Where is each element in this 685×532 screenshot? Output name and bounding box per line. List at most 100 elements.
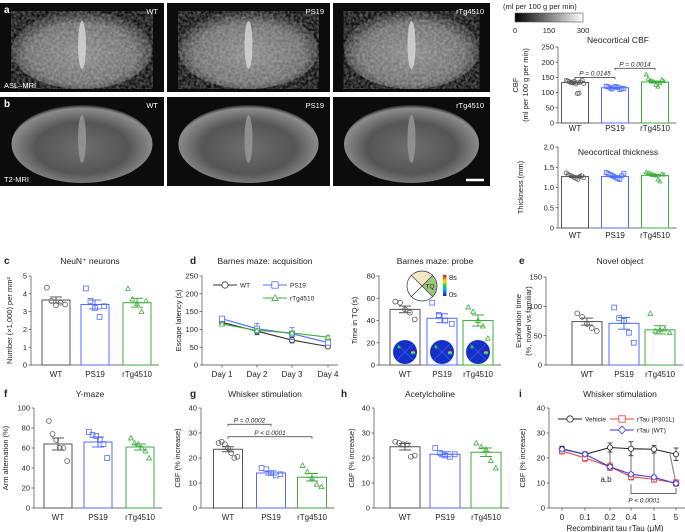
data-point-circle [411, 316, 418, 323]
heatmap-hotspot [447, 350, 453, 356]
data-point-circle [593, 328, 600, 334]
bar [644, 329, 676, 366]
y-tick-label: 20 [189, 454, 197, 463]
y-tick-label: 60 [22, 444, 30, 453]
data-point-circle [581, 175, 587, 181]
chart-title: Whisker stimulation [228, 389, 302, 399]
x-tick-label: Day 4 [318, 370, 339, 379]
legend-label: Vehicle [585, 416, 606, 423]
bar [43, 443, 73, 509]
y-tick-label: 10 [362, 479, 370, 488]
bar [561, 176, 589, 229]
bar [256, 472, 286, 509]
y-axis-label: CBF (% increase) [347, 428, 356, 488]
x-tick-label: Day 1 [212, 370, 233, 379]
y-tick-label: 50 [546, 103, 554, 112]
y-tick-label: 30 [537, 429, 545, 438]
series-line [561, 450, 677, 484]
mri-image-rTg4510: rTg4510 [333, 3, 490, 92]
x-tick-label: Day 2 [247, 370, 268, 379]
modality-label: T2-MRI [4, 175, 29, 184]
bar-group-rTg4510 [641, 71, 669, 124]
y-tick-label: 0 [538, 361, 542, 370]
bar-group-rTg4510 [122, 285, 152, 366]
x-tick-label: rTg4510 [640, 124, 670, 133]
data-point-circle [62, 301, 68, 308]
y-tick-label: 150 [185, 307, 198, 316]
genotype-label: rTg4510 [456, 7, 484, 16]
legend-label: rTau (P301L) [637, 416, 675, 423]
y-tick-label: 0 [371, 361, 375, 370]
x-tick-label: WT [569, 124, 582, 133]
y-tick-label: 250 [541, 43, 554, 52]
chart-title: Acetylcholine [405, 389, 455, 399]
x-tick-label: PS19 [88, 513, 108, 522]
heatmap-divider [396, 343, 414, 361]
mri-panels: WT PS19 rTg4510 a ASL–MRI WT PS19 rTg4510 b T2-MR… [0, 2, 589, 186]
legend-item-vehicle: Vehicle [558, 415, 606, 423]
x-tick-label: WT [569, 231, 582, 240]
data-point-square [611, 304, 618, 311]
chart-probe: Barnes maze: probe 0 20 40 60 80 Time in TQ (s… [350, 256, 501, 379]
chart-title: Y-maze [76, 389, 105, 399]
data-point-triangle [661, 171, 667, 177]
data-point-triangle [470, 308, 477, 314]
data-point-circle [397, 299, 403, 306]
panel-letter: f [4, 389, 8, 400]
x-tick-label: 1 [652, 513, 657, 522]
midline [407, 115, 416, 163]
chart-acquisition: d Barnes maze: acquisition 0 50 100 150 200 250… [174, 256, 339, 379]
data-point-triangle [655, 176, 661, 182]
mri-row-a: WT PS19 rTg4510 a ASL–MRI [0, 3, 490, 92]
x-tick-label: PS19 [435, 513, 455, 522]
mri-image-rTg4510: rTg4510 [333, 97, 490, 186]
bar [41, 299, 71, 366]
y-tick-label: 10 [189, 479, 197, 488]
chart-title: Novel object [597, 256, 644, 266]
y-axis-label: Arm alternation (%) [1, 425, 10, 490]
cbf-colorbar: (ml per 100 g per min) 0 150 300 [503, 2, 589, 35]
series-rtg4510 [218, 320, 332, 340]
data-point-triangle [643, 71, 649, 77]
y-tick-label: 40 [189, 404, 197, 413]
bar [297, 476, 327, 509]
bar [83, 441, 113, 509]
maze-quadrant-inset: TQ 8s 0s [406, 270, 457, 302]
data-point-square [626, 329, 632, 336]
genotype-label: WT [146, 7, 158, 16]
data-point-triangle [465, 303, 472, 310]
y-axis-label: CBF (% increase) [518, 428, 527, 488]
data-point-circle [576, 90, 582, 96]
data-point-diamond [617, 425, 627, 435]
colorbar-tick: 0 [513, 26, 517, 35]
data-point-square [618, 415, 626, 423]
series-line [221, 318, 329, 344]
data-point-triangle [647, 310, 654, 316]
data-point-square [448, 321, 455, 327]
y-tick-label: 20 [22, 484, 30, 493]
data-point-triangle [218, 320, 226, 327]
chart-cbf: Neocortical CBF 0 50 100 150 200 250 CBF (ml per… [511, 35, 677, 133]
y-tick-label: 0 [550, 119, 554, 128]
y-tick-label: 0 [26, 504, 30, 513]
data-point-circle [234, 453, 241, 460]
y-axis-label: Escape latency (s) [174, 289, 183, 351]
bar-group-PS19 [256, 465, 286, 509]
data-point-triangle [253, 327, 261, 333]
x-tick-label: rTg4510 [122, 370, 152, 379]
data-point-circle [64, 458, 70, 464]
x-tick-label: 0.1 [579, 513, 591, 522]
data-point-square [271, 281, 279, 289]
y-tick-label: 80 [22, 424, 30, 433]
bar [429, 453, 461, 509]
modality-label: ASL–MRI [4, 81, 36, 90]
x-tick-label: 0 [560, 513, 565, 522]
x-tick-label: rTg4510 [463, 370, 493, 379]
panel-letter: d [190, 256, 196, 267]
data-point-circle [49, 431, 56, 437]
panel-letter: c [4, 256, 10, 267]
chart-title: NeuN⁺ neurons [60, 256, 119, 266]
data-point-triangle [661, 325, 668, 332]
x-tick-label: rTg4510 [471, 513, 501, 522]
y-tick-label: 50 [534, 331, 542, 340]
